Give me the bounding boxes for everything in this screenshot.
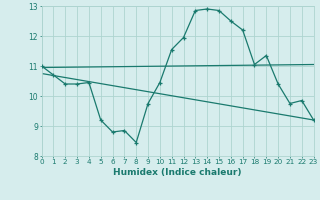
- X-axis label: Humidex (Indice chaleur): Humidex (Indice chaleur): [113, 168, 242, 177]
